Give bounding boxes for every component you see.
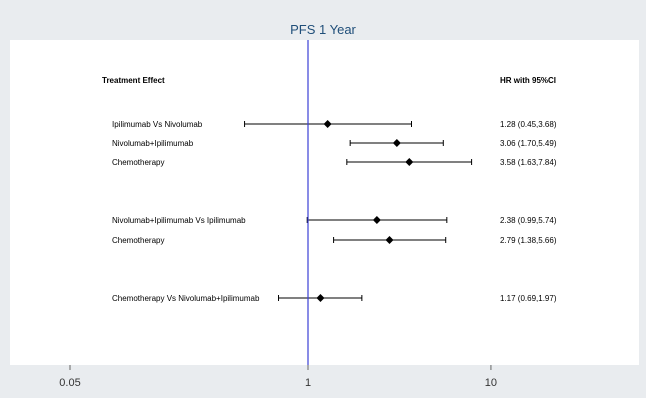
x-tick-label: 0.05	[59, 377, 80, 389]
forest-row: Chemotherapy 3.58 (1.63,7.84)	[112, 158, 557, 167]
forest-row: Chemotherapy Vs Nivolumab+Ipilimumab 1.17…	[112, 294, 557, 303]
forest-row: Chemotherapy 2.79 (1.38,5.66)	[112, 236, 557, 245]
row-label: Ipilimumab Vs Nivolumab	[112, 120, 203, 129]
hr-ci-value: 1.28 (0.45,3.68)	[500, 120, 557, 129]
hr-point-marker	[385, 236, 394, 244]
row-label: Chemotherapy Vs Nivolumab+Ipilimumab	[112, 294, 260, 303]
row-label: Chemotherapy	[112, 158, 164, 167]
forest-row: Nivolumab+Ipilimumab Vs Ipilimumab 2.38 (…	[112, 216, 557, 225]
hr-ci-value: 2.79 (1.38,5.66)	[500, 236, 557, 245]
hr-ci-value: 2.38 (0.99,5.74)	[500, 216, 557, 225]
hr-point-marker	[392, 139, 401, 147]
x-tick-label: 1	[305, 377, 311, 389]
row-label: Nivolumab+Ipilimumab	[112, 139, 194, 148]
plot-area-background	[10, 40, 639, 365]
hr-ci-value: 1.17 (0.69,1.97)	[500, 294, 557, 303]
hr-ci-header: HR with 95%CI	[500, 76, 556, 85]
chart-title: PFS 1 Year	[290, 22, 356, 37]
treatment-effect-header: Treatment Effect	[102, 76, 165, 85]
forest-row: Ipilimumab Vs Nivolumab 1.28 (0.45,3.68)	[112, 120, 557, 129]
x-axis-ticks: 0.05 1 10	[59, 365, 497, 389]
row-label: Nivolumab+Ipilimumab Vs Ipilimumab	[112, 216, 246, 225]
x-tick-label: 10	[485, 377, 497, 389]
hr-point-marker	[316, 294, 325, 302]
hr-point-marker	[405, 158, 414, 166]
forest-row: Nivolumab+Ipilimumab 3.06 (1.70,5.49)	[112, 139, 557, 148]
hr-point-marker	[323, 120, 332, 128]
hr-point-marker	[372, 216, 381, 224]
forest-rows: Ipilimumab Vs Nivolumab 1.28 (0.45,3.68) N…	[112, 120, 557, 303]
hr-ci-value: 3.06 (1.70,5.49)	[500, 139, 557, 148]
row-label: Chemotherapy	[112, 236, 164, 245]
hr-ci-value: 3.58 (1.63,7.84)	[500, 158, 557, 167]
